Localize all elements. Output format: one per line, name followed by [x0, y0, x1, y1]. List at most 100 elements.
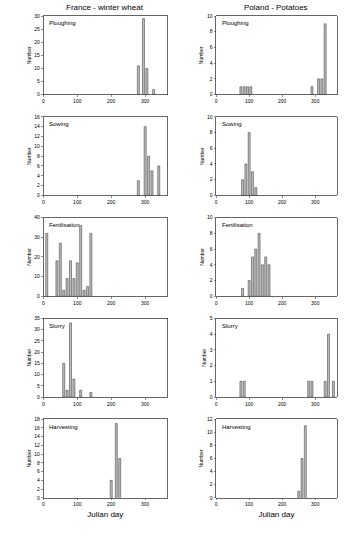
svg-text:0: 0	[210, 91, 213, 97]
svg-text:0: 0	[42, 300, 45, 306]
svg-text:300: 300	[311, 401, 320, 407]
svg-text:30: 30	[34, 326, 40, 332]
svg-text:300: 300	[141, 501, 150, 507]
svg-text:14: 14	[34, 433, 40, 439]
svg-text:Number: Number	[26, 147, 32, 165]
svg-text:4: 4	[37, 477, 40, 483]
svg-text:4: 4	[210, 60, 213, 66]
svg-text:Number: Number	[26, 46, 32, 64]
svg-text:Harvesting: Harvesting	[49, 424, 78, 430]
svg-text:5: 5	[37, 78, 40, 84]
svg-text:Fertilisation: Fertilisation	[222, 222, 253, 228]
svg-text:8: 8	[210, 442, 213, 448]
svg-text:4: 4	[210, 161, 213, 167]
svg-text:12: 12	[34, 442, 40, 448]
svg-text:100: 100	[73, 501, 82, 507]
svg-text:Ploughing: Ploughing	[222, 20, 249, 26]
svg-text:10: 10	[34, 451, 40, 457]
svg-text:0: 0	[215, 199, 218, 205]
svg-text:10: 10	[207, 13, 213, 19]
svg-text:10: 10	[34, 371, 40, 377]
svg-text:300: 300	[141, 401, 150, 407]
svg-text:Number: Number	[199, 147, 205, 165]
svg-text:2: 2	[210, 76, 213, 82]
svg-text:Number: Number	[199, 46, 205, 64]
svg-text:0: 0	[215, 98, 218, 104]
svg-text:8: 8	[210, 129, 213, 135]
svg-text:Harvesting: Harvesting	[222, 424, 251, 430]
svg-text:0: 0	[210, 495, 213, 501]
svg-text:2: 2	[37, 182, 40, 188]
svg-text:6: 6	[37, 468, 40, 474]
svg-text:Number: Number	[26, 248, 32, 266]
svg-text:40: 40	[34, 214, 40, 220]
svg-text:16: 16	[34, 114, 40, 120]
svg-text:0: 0	[37, 192, 40, 198]
svg-text:8: 8	[37, 460, 40, 466]
svg-text:0: 0	[42, 98, 45, 104]
svg-text:2: 2	[210, 481, 213, 487]
svg-text:2: 2	[210, 362, 213, 368]
svg-text:0: 0	[37, 394, 40, 400]
svg-text:4: 4	[210, 331, 213, 337]
svg-text:Sowing: Sowing	[222, 121, 242, 127]
svg-text:2: 2	[37, 486, 40, 492]
svg-text:4: 4	[210, 468, 213, 474]
svg-text:0: 0	[42, 501, 45, 507]
svg-text:300: 300	[141, 98, 150, 104]
svg-text:0: 0	[215, 401, 218, 407]
svg-text:100: 100	[73, 199, 82, 205]
svg-text:2: 2	[210, 176, 213, 182]
svg-text:300: 300	[311, 98, 320, 104]
svg-text:0: 0	[37, 293, 40, 299]
svg-text:20: 20	[34, 254, 40, 260]
svg-text:6: 6	[210, 246, 213, 252]
svg-text:100: 100	[73, 300, 82, 306]
svg-text:0: 0	[215, 501, 218, 507]
svg-text:0: 0	[210, 192, 213, 198]
svg-text:6: 6	[210, 44, 213, 50]
svg-text:Slurry: Slurry	[49, 323, 65, 329]
svg-text:12: 12	[34, 133, 40, 139]
svg-text:300: 300	[311, 199, 320, 205]
svg-text:0: 0	[42, 401, 45, 407]
svg-text:0: 0	[210, 394, 213, 400]
svg-text:3: 3	[210, 347, 213, 353]
svg-text:6: 6	[210, 455, 213, 461]
svg-text:Number: Number	[26, 348, 32, 366]
svg-text:200: 200	[278, 501, 287, 507]
svg-text:100: 100	[245, 501, 254, 507]
svg-text:300: 300	[141, 199, 150, 205]
svg-text:0: 0	[42, 199, 45, 205]
svg-text:100: 100	[245, 401, 254, 407]
svg-text:2: 2	[210, 277, 213, 283]
svg-text:Fertilisation: Fertilisation	[49, 222, 80, 228]
svg-text:200: 200	[278, 300, 287, 306]
svg-text:15: 15	[34, 360, 40, 366]
svg-text:100: 100	[245, 98, 254, 104]
svg-text:25: 25	[34, 338, 40, 344]
svg-text:6: 6	[210, 145, 213, 151]
svg-text:300: 300	[311, 300, 320, 306]
svg-text:5: 5	[210, 315, 213, 321]
svg-text:6: 6	[37, 163, 40, 169]
svg-text:0: 0	[37, 91, 40, 97]
svg-text:300: 300	[141, 300, 150, 306]
svg-text:10: 10	[34, 143, 40, 149]
svg-text:Julian day: Julian day	[258, 510, 294, 519]
svg-text:35: 35	[34, 315, 40, 321]
svg-text:15: 15	[34, 52, 40, 58]
svg-text:100: 100	[245, 199, 254, 205]
svg-text:14: 14	[34, 123, 40, 129]
svg-text:Number: Number	[199, 449, 205, 467]
svg-text:200: 200	[278, 98, 287, 104]
svg-text:Number: Number	[201, 348, 207, 366]
svg-text:5: 5	[37, 383, 40, 389]
svg-text:200: 200	[107, 300, 116, 306]
svg-text:4: 4	[210, 262, 213, 268]
svg-text:20: 20	[34, 349, 40, 355]
svg-text:30: 30	[34, 234, 40, 240]
svg-text:8: 8	[210, 28, 213, 34]
svg-text:200: 200	[107, 199, 116, 205]
svg-text:10: 10	[207, 429, 213, 435]
